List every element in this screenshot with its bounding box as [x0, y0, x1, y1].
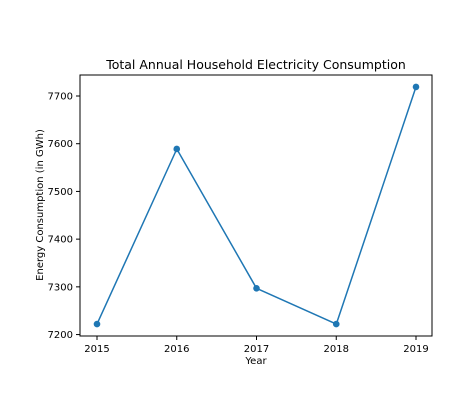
plot-background — [80, 75, 432, 336]
series-layer — [93, 83, 420, 328]
y-tick-label: 7400 — [48, 235, 73, 246]
y-tick-label: 7700 — [48, 91, 73, 102]
data-point-2018 — [332, 320, 340, 328]
y-axis: 7200 7300 7400 7500 7600 7700 — [48, 91, 80, 341]
x-tick-label: 2017 — [244, 344, 269, 355]
x-tick-label: 2016 — [164, 344, 189, 355]
data-point-2015 — [93, 320, 101, 328]
y-tick-label: 7200 — [48, 330, 73, 341]
y-axis-label: Energy Consumption (in GWh) — [35, 129, 46, 281]
plot-area — [79, 74, 433, 337]
data-point-2016 — [173, 145, 181, 153]
y-tick-label: 7600 — [48, 139, 73, 150]
y-tick-label: 7300 — [48, 282, 73, 293]
x-tick-label: 2019 — [403, 344, 428, 355]
data-point-2019 — [412, 83, 420, 91]
x-axis-label: Year — [244, 356, 267, 367]
y-tick-label: 7500 — [48, 187, 73, 198]
x-tick-label: 2015 — [84, 344, 109, 355]
data-point-2017 — [253, 284, 260, 292]
x-tick-label: 2018 — [324, 344, 349, 355]
chart-title: Total Annual Household Electricity Consu… — [105, 57, 406, 72]
x-axis: 2015 2016 2017 2018 2019 — [84, 336, 429, 355]
